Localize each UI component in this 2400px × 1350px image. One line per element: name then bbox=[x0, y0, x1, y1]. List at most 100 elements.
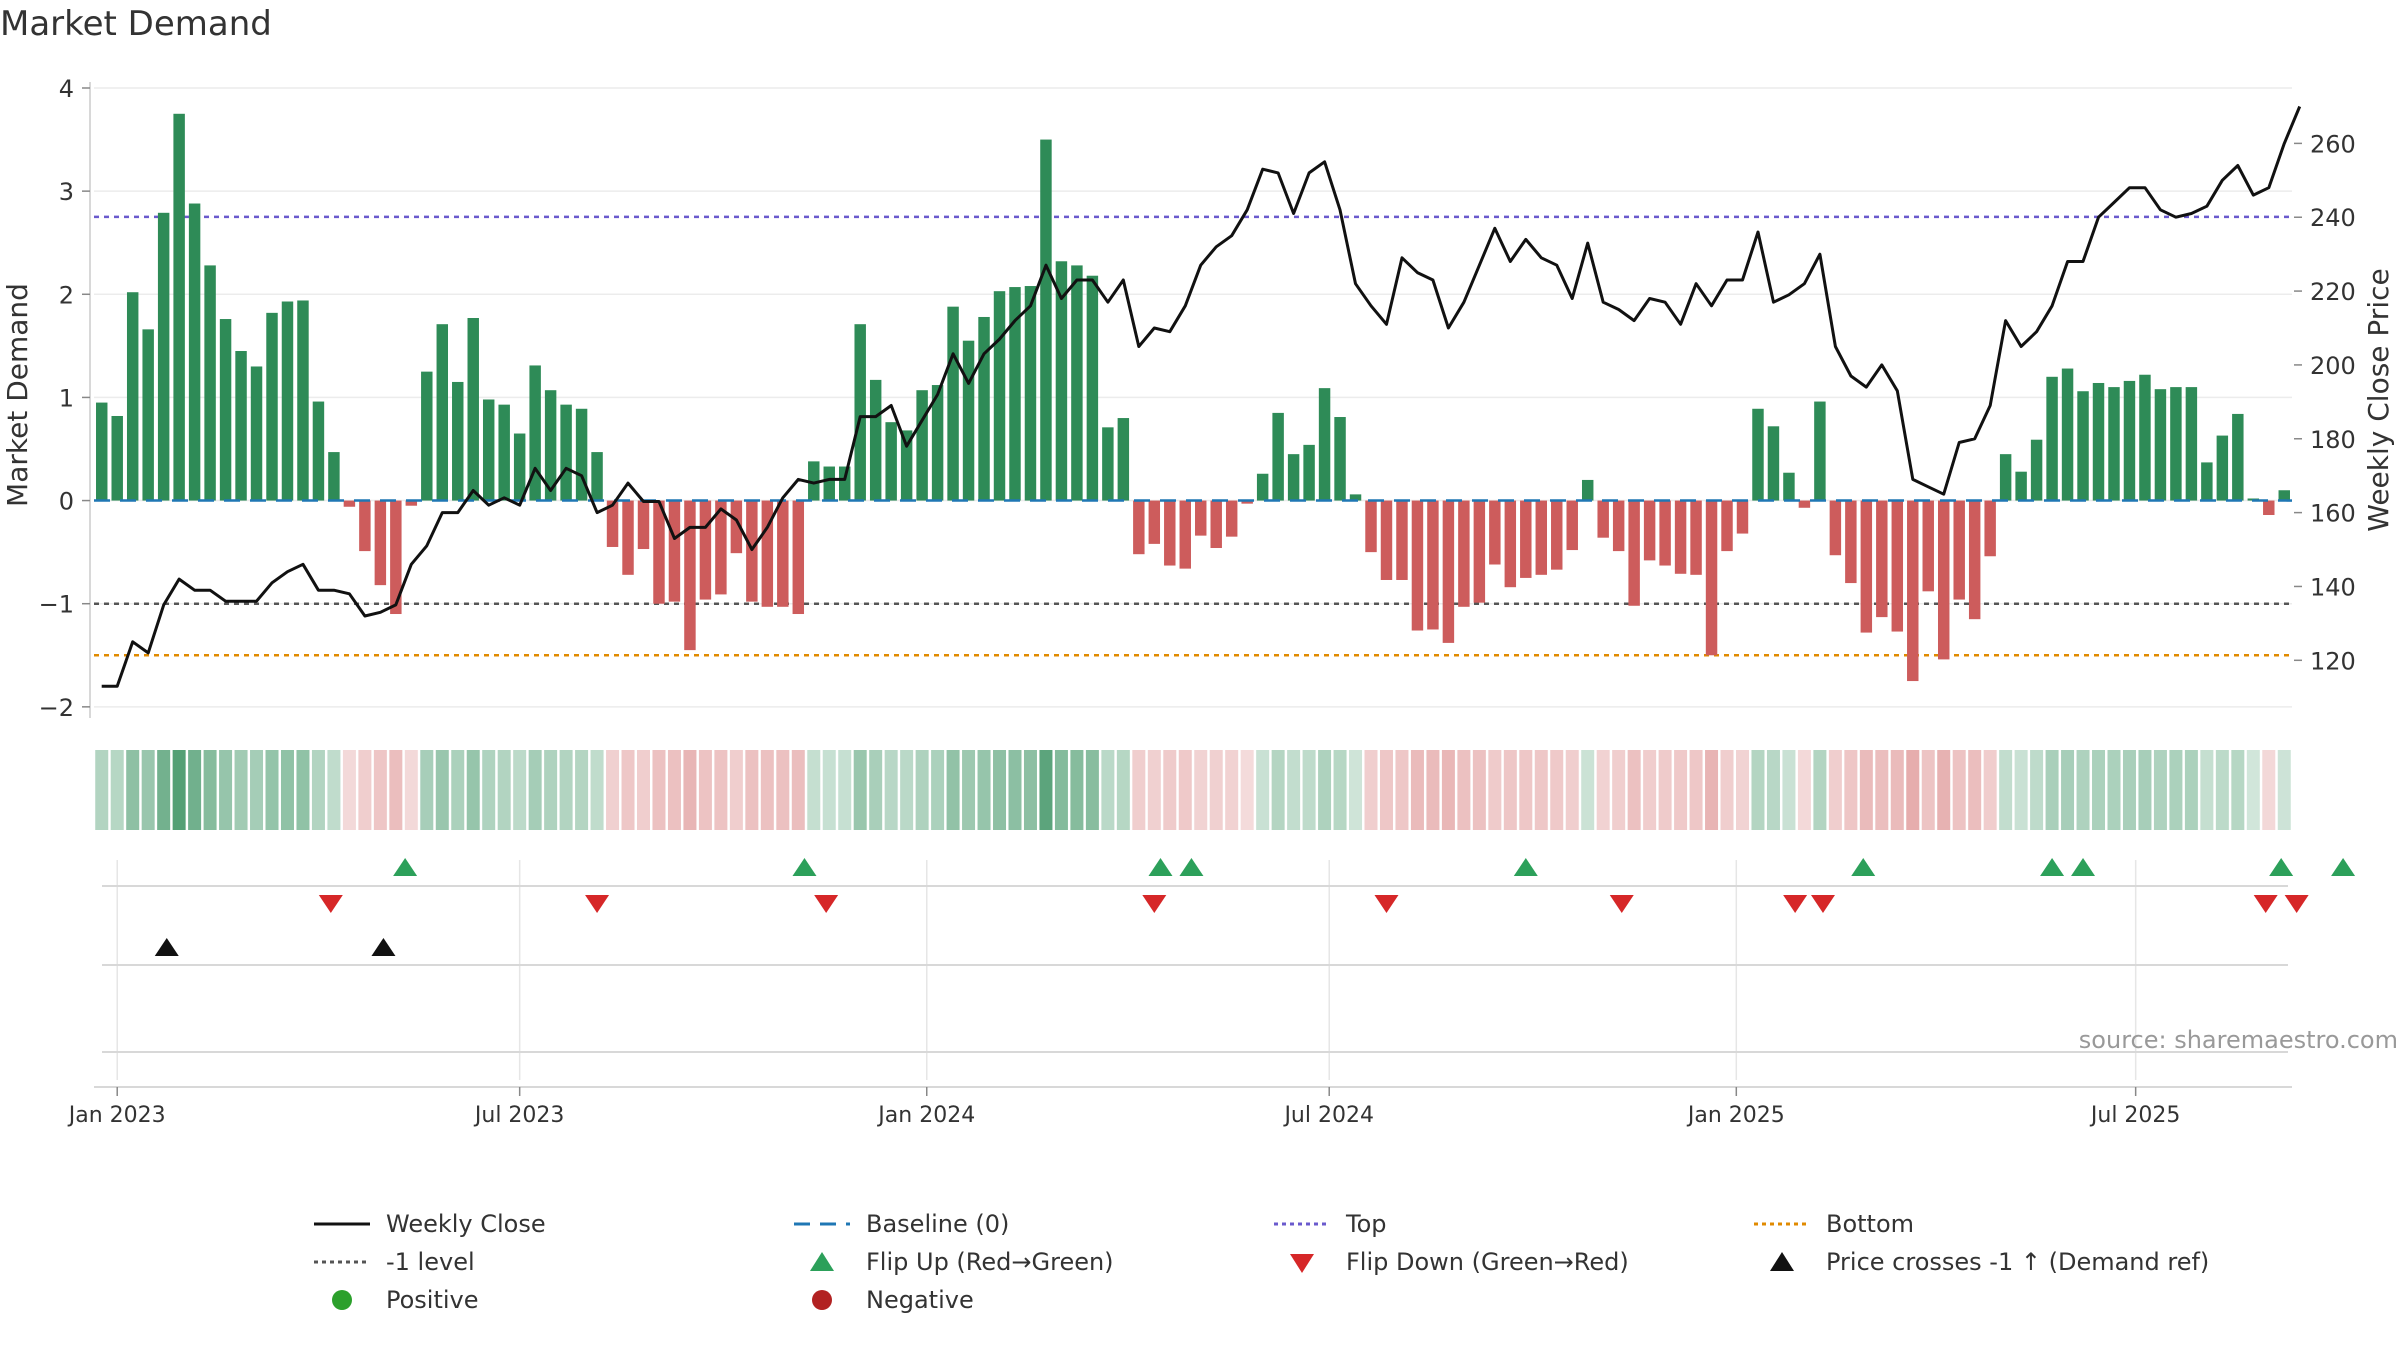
demand-bar bbox=[467, 318, 479, 501]
negative-dot-icon bbox=[812, 1290, 832, 1310]
demand-bar bbox=[1256, 473, 1269, 501]
heat-cell bbox=[745, 750, 759, 830]
heat-cell bbox=[420, 750, 434, 830]
heat-cell bbox=[2277, 750, 2291, 830]
heat-cell bbox=[900, 750, 914, 830]
heat-cell bbox=[1565, 750, 1579, 830]
heat-cell bbox=[141, 750, 155, 830]
demand-bar bbox=[452, 381, 464, 501]
demand-bar bbox=[235, 351, 247, 501]
demand-bar bbox=[916, 390, 928, 501]
heat-cell bbox=[1488, 750, 1502, 830]
demand-bar bbox=[1009, 287, 1021, 501]
legend-label: Price crosses -1 ↑ (Demand ref) bbox=[1826, 1248, 2210, 1276]
heat-cell bbox=[1612, 750, 1626, 830]
heat-cell bbox=[853, 750, 867, 830]
demand-bar bbox=[761, 500, 774, 607]
heat-cell bbox=[1534, 750, 1548, 830]
legend-label: Bottom bbox=[1826, 1210, 1915, 1238]
heat-cell bbox=[946, 750, 960, 830]
demand-bar bbox=[808, 461, 820, 501]
demand-bar bbox=[1814, 401, 1826, 501]
heat-cell bbox=[373, 750, 387, 830]
demand-bar bbox=[1287, 454, 1300, 501]
heat-cell bbox=[311, 750, 325, 830]
demand-bar bbox=[978, 316, 990, 501]
x-tick-label: Jul 2025 bbox=[2089, 1103, 2181, 1128]
heat-cell bbox=[1163, 750, 1177, 830]
flip-down-marker bbox=[1374, 895, 1399, 913]
heat-cell bbox=[1550, 750, 1564, 830]
legend-label: Flip Down (Green→Red) bbox=[1346, 1248, 1629, 1276]
heat-cell bbox=[1225, 750, 1239, 830]
heat-cell bbox=[435, 750, 449, 830]
demand-bar bbox=[1303, 444, 1315, 501]
demand-bar bbox=[390, 500, 402, 615]
heat-cell bbox=[636, 750, 651, 830]
x-tick-label: Jan 2023 bbox=[67, 1103, 166, 1128]
heat-cell bbox=[1302, 750, 1316, 830]
demand-bar bbox=[637, 500, 650, 550]
heat-cell bbox=[1658, 750, 1672, 830]
demand-bar bbox=[1566, 500, 1578, 551]
heat-cell bbox=[559, 750, 573, 830]
demand-bar bbox=[1659, 500, 1671, 566]
heat-cell bbox=[962, 750, 976, 830]
demand-bar bbox=[2139, 374, 2151, 501]
flip-up-marker bbox=[393, 858, 418, 876]
heat-cell bbox=[993, 750, 1007, 830]
y2-tick-label: 200 bbox=[2310, 352, 2356, 380]
demand-bar bbox=[684, 500, 696, 651]
demand-bar bbox=[513, 433, 526, 501]
demand-bar bbox=[1520, 500, 1532, 578]
heat-cell bbox=[1720, 750, 1734, 830]
heat-cell bbox=[126, 750, 140, 830]
demand-bar bbox=[1535, 500, 1548, 575]
y2-tick-label: 240 bbox=[2310, 204, 2356, 232]
heat-cell bbox=[1627, 750, 1641, 830]
demand-bar bbox=[1427, 500, 1439, 630]
heat-cell bbox=[1240, 750, 1254, 830]
demand-bar bbox=[1071, 265, 1083, 501]
y-tick-label: 3 bbox=[59, 178, 74, 206]
demand-bar bbox=[622, 500, 634, 575]
demand-bar bbox=[1643, 500, 1656, 561]
demand-bar bbox=[962, 340, 975, 501]
flip-down-marker bbox=[2253, 895, 2278, 913]
demand-bar bbox=[482, 399, 495, 501]
flip-up-marker bbox=[792, 858, 817, 876]
demand-bar bbox=[1674, 500, 1687, 574]
demand-bar bbox=[1473, 500, 1486, 603]
demand-bar bbox=[2061, 368, 2074, 501]
demand-bar bbox=[188, 203, 201, 501]
heat-cell bbox=[1472, 750, 1486, 830]
heat-cell bbox=[2045, 750, 2059, 830]
heat-cell bbox=[621, 750, 635, 830]
heat-cell bbox=[110, 750, 124, 830]
heat-cell bbox=[1209, 750, 1223, 830]
heat-cell bbox=[1178, 750, 1192, 830]
price-cross-triangle-icon bbox=[1770, 1252, 1794, 1271]
demand-bar bbox=[560, 404, 572, 501]
heat-cell bbox=[1581, 750, 1595, 830]
demand-bar bbox=[96, 402, 108, 501]
demand-bar bbox=[1597, 500, 1609, 538]
heat-cell bbox=[915, 750, 929, 830]
demand-bar bbox=[1860, 500, 1873, 633]
demand-bar bbox=[173, 113, 185, 501]
price-cross-marker bbox=[371, 938, 396, 956]
demand-bar bbox=[266, 312, 278, 501]
demand-bar bbox=[2108, 387, 2120, 501]
heat-cell bbox=[714, 750, 728, 830]
heat-cell bbox=[2153, 750, 2167, 830]
heat-cell bbox=[1596, 750, 1610, 830]
y-tick-label: 2 bbox=[59, 281, 74, 309]
flip-up-marker bbox=[1179, 858, 1204, 876]
heat-cell bbox=[822, 750, 836, 830]
flip-down-marker bbox=[318, 895, 343, 913]
demand-bar bbox=[1318, 388, 1331, 501]
demand-bar bbox=[1334, 417, 1346, 501]
demand-bar bbox=[250, 366, 263, 501]
heat-cell bbox=[451, 750, 465, 830]
